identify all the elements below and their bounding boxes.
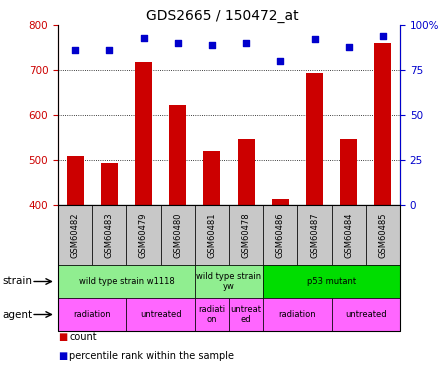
Bar (374, 43, 392, 205)
Bar (203, 152, 220, 205)
Bar (340, 139, 357, 205)
Text: GSM60478: GSM60478 (242, 212, 251, 258)
Point (379, 33, 386, 39)
Text: radiati
on: radiati on (198, 305, 226, 324)
Bar (238, 139, 255, 205)
Text: GSM60482: GSM60482 (71, 212, 80, 258)
Bar (169, 105, 186, 205)
Text: GSM60481: GSM60481 (207, 212, 216, 258)
Point (106, 47, 113, 53)
Point (174, 40, 181, 46)
Text: untreated: untreated (345, 310, 387, 319)
Point (345, 44, 352, 50)
Bar (135, 62, 152, 205)
Text: untreat
ed: untreat ed (231, 305, 262, 324)
Point (277, 58, 284, 64)
Text: GSM60483: GSM60483 (105, 212, 114, 258)
Point (311, 36, 318, 42)
Text: wild type strain w1118: wild type strain w1118 (78, 277, 174, 286)
Text: percentile rank within the sample: percentile rank within the sample (69, 351, 234, 361)
Text: GSM60480: GSM60480 (173, 212, 182, 258)
Text: GSM60486: GSM60486 (276, 212, 285, 258)
Point (140, 34, 147, 40)
Text: GDS2665 / 150472_at: GDS2665 / 150472_at (146, 9, 299, 23)
Text: strain: strain (2, 276, 32, 286)
Text: agent: agent (2, 309, 32, 320)
Bar (272, 199, 289, 205)
Text: radiation: radiation (73, 310, 111, 319)
Text: untreated: untreated (140, 310, 182, 319)
Text: GSM60485: GSM60485 (378, 212, 388, 258)
Text: count: count (69, 332, 97, 342)
Bar (67, 156, 84, 205)
Point (243, 40, 250, 46)
Text: wild type strain
yw: wild type strain yw (196, 272, 262, 291)
Point (72, 47, 79, 53)
Text: radiation: radiation (279, 310, 316, 319)
Text: GSM60487: GSM60487 (310, 212, 319, 258)
Text: ■: ■ (58, 332, 67, 342)
Text: p53 mutant: p53 mutant (307, 277, 356, 286)
Text: GSM60479: GSM60479 (139, 212, 148, 258)
Text: ■: ■ (58, 351, 67, 361)
Bar (101, 163, 118, 205)
Bar (306, 73, 323, 205)
Text: GSM60484: GSM60484 (344, 212, 353, 258)
Point (208, 42, 215, 48)
